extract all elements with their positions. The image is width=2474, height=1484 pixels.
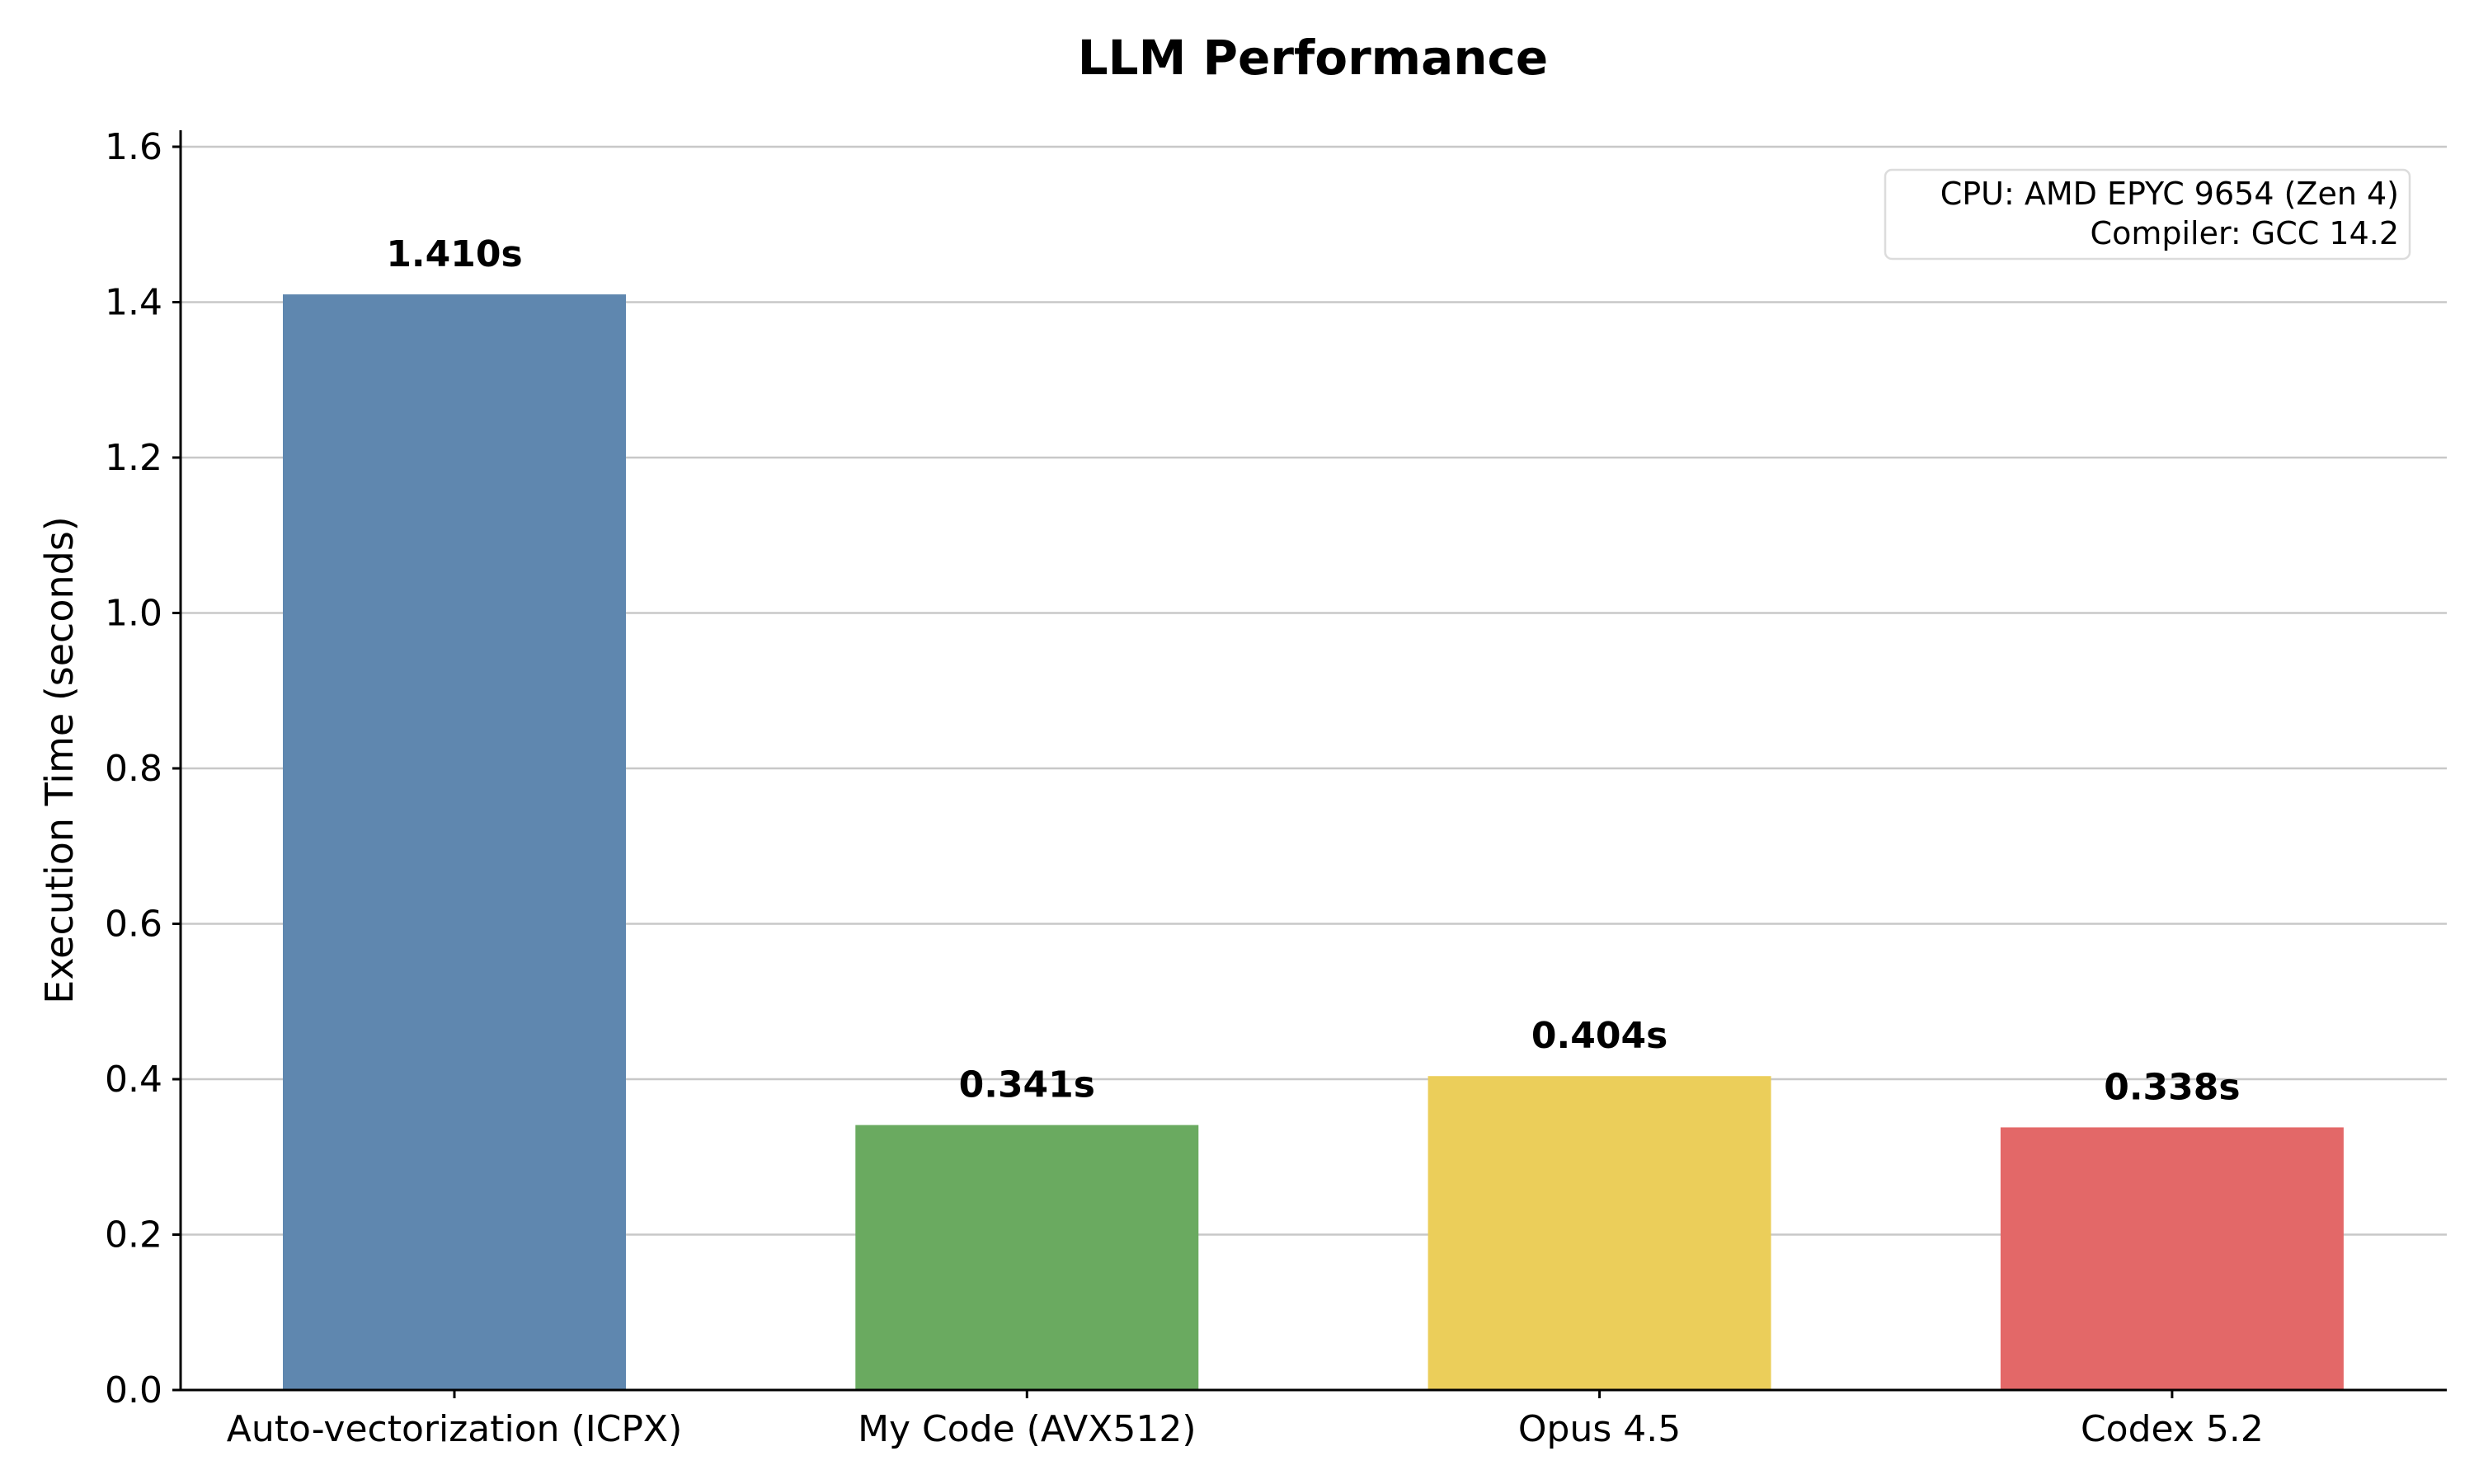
x-tick-label: Codex 5.2: [2081, 1408, 2264, 1450]
y-axis-ticks: 0.0 0.2 0.4 0.6 0.8 1.0 1.2 1.4 1.6: [105, 126, 181, 1411]
y-tick-label: 1.6: [105, 126, 162, 168]
chart-title: LLM Performance: [1078, 30, 1549, 86]
bar-value-label: 1.410s: [386, 233, 522, 275]
annotation-cpu: CPU: AMD EPYC 9654 (Zen 4): [1940, 176, 2399, 212]
x-axis-ticks: Auto-vectorization (ICPX) My Code (AVX512…: [227, 1390, 2264, 1450]
y-tick-label: 0.0: [105, 1369, 162, 1411]
bar: [283, 294, 626, 1391]
y-tick-label: 0.8: [105, 748, 162, 790]
annotation-compiler: Compiler: GCC 14.2: [2091, 215, 2399, 251]
bars: [283, 294, 2344, 1391]
bar-value-label: 0.404s: [1531, 1015, 1667, 1057]
x-tick-label: My Code (AVX512): [858, 1408, 1196, 1450]
bar-value-label: 0.341s: [959, 1064, 1095, 1106]
y-tick-label: 0.6: [105, 904, 162, 946]
bar: [855, 1125, 1199, 1390]
y-tick-label: 1.2: [105, 437, 162, 479]
x-tick-label: Auto-vectorization (ICPX): [227, 1408, 683, 1450]
y-tick-label: 1.0: [105, 593, 162, 635]
bar: [1427, 1076, 1771, 1390]
x-tick-label: Opus 4.5: [1518, 1408, 1681, 1450]
y-tick-label: 1.4: [105, 282, 162, 324]
annotation-box: CPU: AMD EPYC 9654 (Zen 4) Compiler: GCC…: [1884, 168, 2411, 261]
value-labels: 1.410s 0.341s 0.404s 0.338s: [386, 233, 2240, 1108]
y-tick-label: 0.4: [105, 1059, 162, 1101]
y-tick-label: 0.2: [105, 1214, 162, 1256]
annotation-frame: [1884, 168, 2411, 261]
bar-value-label: 0.338s: [2104, 1066, 2240, 1108]
y-axis-label: Execution Time (seconds): [37, 516, 82, 1003]
bar: [2000, 1127, 2344, 1390]
